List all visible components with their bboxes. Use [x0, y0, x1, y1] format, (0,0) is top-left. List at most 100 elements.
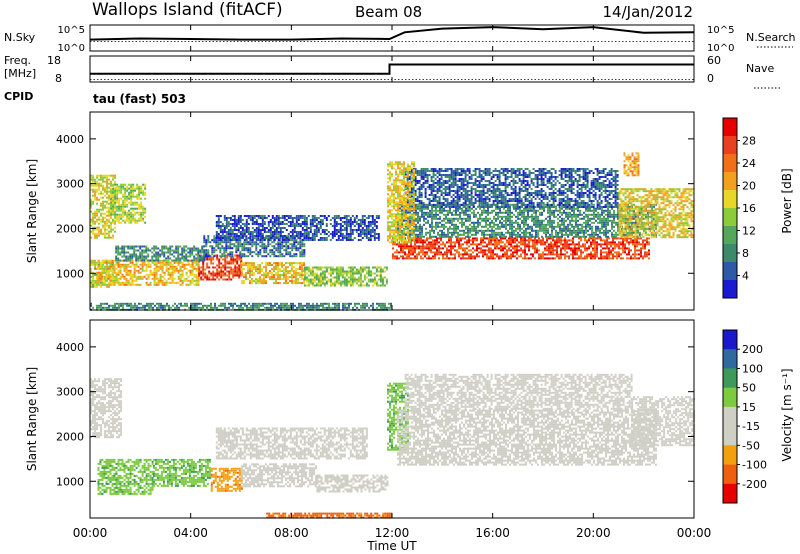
- heatmap-cell: [110, 215, 113, 218]
- heatmap-cell: [219, 251, 222, 254]
- heatmap-cell: [125, 281, 128, 284]
- heatmap-cell: [128, 209, 131, 212]
- heatmap-cell: [124, 195, 127, 198]
- heatmap-cell: [98, 222, 100, 225]
- heatmap-cell: [293, 255, 296, 258]
- heatmap-cell: [195, 257, 198, 260]
- heatmap-cell: [235, 233, 238, 235]
- heatmap-cell: [375, 237, 378, 239]
- heatmap-cell: [243, 274, 245, 277]
- heatmap-cell: [533, 221, 535, 224]
- heatmap-cell: [135, 265, 138, 268]
- heatmap-cell: [339, 266, 342, 269]
- heatmap-cell: [251, 245, 254, 248]
- heatmap-cell: [212, 278, 215, 281]
- heatmap-cell: [267, 262, 269, 265]
- heatmap-cell: [537, 209, 539, 212]
- heatmap-cell: [325, 217, 328, 219]
- heatmap-cell: [283, 264, 285, 267]
- heatmap-cell: [479, 221, 481, 224]
- heatmap-cell: [329, 270, 332, 273]
- heatmap-cell: [94, 216, 96, 219]
- heatmap-cell: [267, 245, 270, 248]
- heatmap-cell: [117, 261, 120, 264]
- heatmap-cell: [94, 281, 96, 284]
- heatmap-cell: [612, 237, 614, 240]
- heatmap-cell: [155, 275, 158, 278]
- heatmap-cell: [363, 215, 366, 217]
- heatmap-cell: [492, 239, 494, 242]
- heatmap-cell: [454, 253, 456, 256]
- heatmap-cell: [195, 267, 198, 270]
- heatmap-cell: [416, 255, 418, 258]
- heatmap-cell: [452, 247, 454, 250]
- heatmap-cell: [107, 277, 110, 280]
- heatmap-cell: [421, 225, 423, 228]
- heatmap-cell: [638, 249, 640, 252]
- heatmap-cell: [385, 278, 388, 281]
- heatmap-cell: [140, 205, 143, 208]
- heatmap-cell: [131, 253, 134, 256]
- heatmap-cell: [347, 215, 350, 217]
- heatmap-cell: [303, 225, 306, 227]
- heatmap-cell: [414, 251, 416, 254]
- heatmap-cell: [183, 267, 186, 270]
- heatmap-cell: [209, 241, 212, 244]
- heatmap-cell: [135, 259, 138, 262]
- heatmap-cell: [223, 231, 226, 233]
- heatmap-cell: [263, 274, 265, 277]
- heatmap-cell: [197, 259, 200, 262]
- heatmap-cell: [496, 239, 498, 242]
- heatmap-cell: [335, 276, 338, 279]
- heatmap-cell: [123, 251, 126, 254]
- heatmap-cell: [543, 203, 545, 206]
- heatmap-cell: [410, 249, 412, 252]
- heatmap-cell: [505, 235, 507, 238]
- heatmap-cell: [124, 193, 127, 196]
- heatmap-cell: [181, 269, 184, 272]
- heatmap-cell: [616, 257, 618, 260]
- heatmap-cell: [491, 227, 493, 230]
- heatmap-cell: [92, 261, 94, 264]
- heatmap-cell: [271, 268, 273, 271]
- heatmap-cell: [200, 278, 203, 281]
- heatmap-cell: [542, 255, 544, 258]
- heatmap-cell: [142, 219, 145, 222]
- heatmap-cell: [100, 232, 102, 235]
- heatmap-cell: [267, 235, 270, 237]
- heatmap-cell: [349, 268, 352, 271]
- heatmap-cell: [311, 282, 314, 285]
- heatmap-cell: [165, 279, 168, 282]
- heatmap-cell: [404, 251, 406, 254]
- heatmap-cell: [357, 229, 360, 231]
- heatmap-cell: [249, 231, 252, 233]
- heatmap-cell: [271, 245, 274, 248]
- heatmap-cell: [626, 253, 628, 256]
- heatmap-cell: [556, 237, 558, 240]
- heatmap-cell: [349, 239, 352, 241]
- heatmap-cell: [467, 209, 469, 212]
- heatmap-cell: [538, 253, 540, 256]
- heatmap-cell: [297, 249, 300, 252]
- heatmap-cell: [460, 245, 462, 248]
- heatmap-cell: [580, 253, 582, 256]
- heatmap-cell: [255, 239, 258, 241]
- heatmap-cell: [113, 269, 116, 272]
- heatmap-cell: [191, 267, 194, 270]
- heatmap-cell: [474, 239, 476, 242]
- heatmap-cell: [295, 217, 298, 219]
- heatmap-cell: [249, 282, 251, 285]
- heatmap-cell: [255, 235, 258, 237]
- heatmap-cell: [451, 217, 453, 220]
- heatmap-cell: [125, 263, 128, 266]
- heatmap-cell: [271, 274, 273, 277]
- heatmap-cell: [297, 231, 300, 233]
- heatmap-cell: [271, 237, 274, 239]
- heatmap-cell: [145, 269, 148, 272]
- heatmap-cell: [315, 217, 318, 219]
- heatmap-cell: [112, 207, 115, 210]
- heatmap-cell: [98, 188, 100, 191]
- heatmap-cell: [431, 215, 433, 218]
- heatmap-cell: [365, 272, 368, 275]
- heatmap-cell: [535, 219, 537, 222]
